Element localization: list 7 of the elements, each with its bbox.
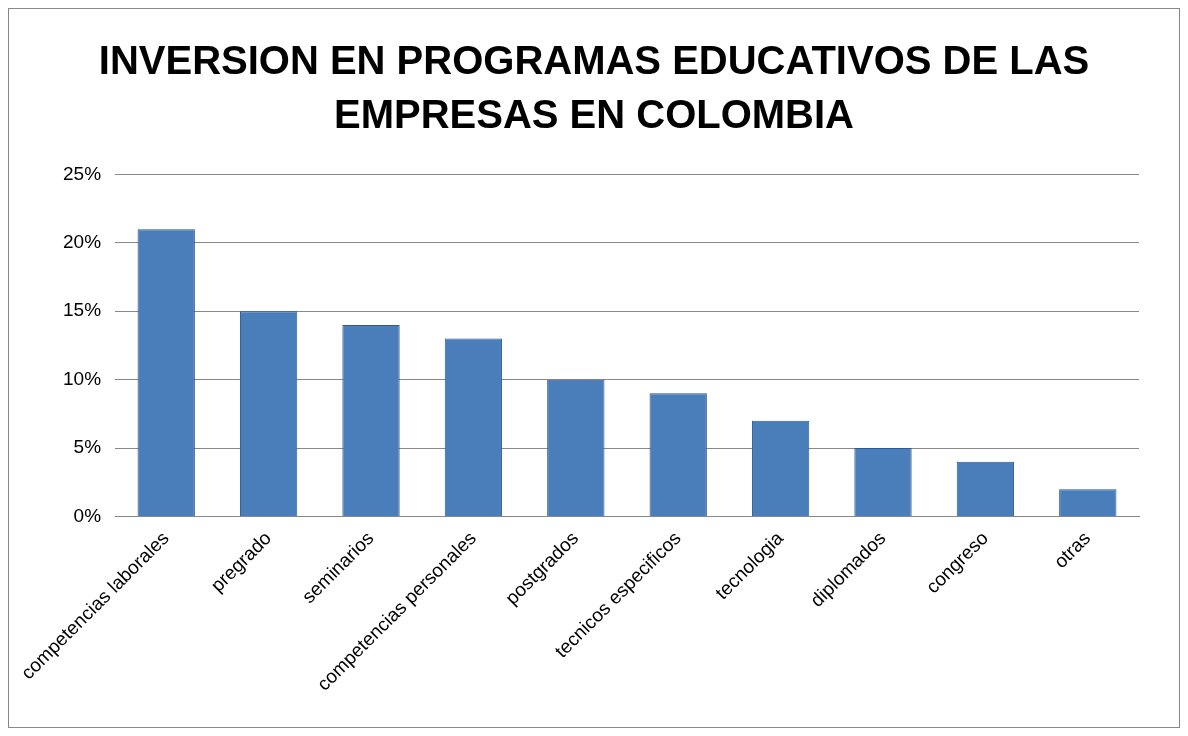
y-tick-label: 15% <box>63 299 102 321</box>
chart-title: INVERSION EN PROGRAMAS EDUCATIVOS DE LAS EMPRESAS EN COLOMBIA <box>97 37 1091 138</box>
y-tick-label: 10% <box>63 367 102 389</box>
y-tick-label: 20% <box>63 231 102 253</box>
y-tick-label: 0% <box>73 504 102 526</box>
y-tick-label: 5% <box>73 436 102 458</box>
y-tick-label: 25% <box>63 162 102 184</box>
